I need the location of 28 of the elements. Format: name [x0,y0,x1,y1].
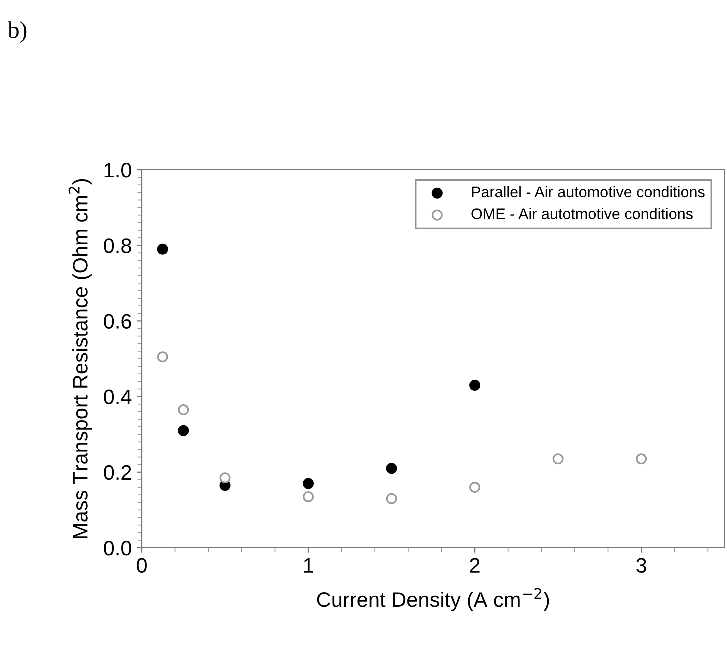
y-tick-label: 1.0 [104,163,132,178]
point [178,425,190,436]
point [552,454,564,465]
legend-label: OME - Air autotmotive conditions [472,208,693,220]
y-tick-label: 0.0 [104,541,132,556]
point [470,380,481,391]
x-tick-label: 3 [636,558,646,574]
point [303,491,314,502]
point [386,463,398,474]
point [157,352,168,363]
point [157,244,168,255]
x-tick-label: 1 [304,558,314,573]
x-tick-label: 0 [137,558,147,574]
x-tick-label: 2 [470,558,480,573]
x-axis-title: Current Density (A cm$^{−2}$) [317,588,550,612]
point [178,404,190,416]
y-tick-label: 0.2 [104,465,132,480]
text: b) [8,22,27,44]
point [636,454,648,465]
y-tick-label: 0.6 [104,314,132,329]
y-tick-label: 0.4 [104,390,132,405]
point [220,472,231,484]
y-axis-title: Mass Transport Resistance (Ohm cm$^{2}$) [68,179,92,538]
y-tick-label: 0.8 [104,238,132,254]
point [303,478,314,490]
legend-label: Parallel - Air automotive conditions [472,186,705,198]
point [386,493,398,504]
point [470,482,481,494]
